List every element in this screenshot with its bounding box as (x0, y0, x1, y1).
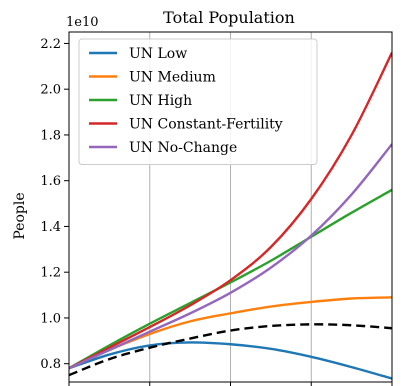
legend-label: UN Constant-Fertility (129, 117, 283, 133)
y-offset-label: 1e10 (66, 15, 99, 30)
y-tick-label: 1.2 (40, 266, 61, 281)
legend-label: UN Low (129, 46, 187, 62)
legend-box (78, 38, 318, 165)
legend-label: UN High (129, 93, 192, 109)
y-tick-label: 1.6 (40, 174, 61, 189)
y-tick-label: 2.0 (40, 83, 61, 98)
series-line-un-high (69, 188, 392, 370)
legend-label: UN Medium (129, 70, 216, 86)
series-line-un-no-change (69, 143, 392, 370)
legend-label: UN No-Change (129, 140, 237, 156)
y-tick-label: 1.0 (40, 311, 61, 326)
series-line-un-low (69, 341, 392, 380)
y-tick-label: 2.2 (40, 37, 61, 52)
chart-title: Total Population (163, 8, 295, 27)
y-axis-label: People (12, 192, 28, 239)
y-tick-label: 0.8 (40, 357, 61, 372)
y-tick-label: 1.4 (40, 220, 61, 235)
series-line-un-constant-fertility (69, 52, 392, 370)
y-tick-label: 1.8 (40, 128, 61, 143)
